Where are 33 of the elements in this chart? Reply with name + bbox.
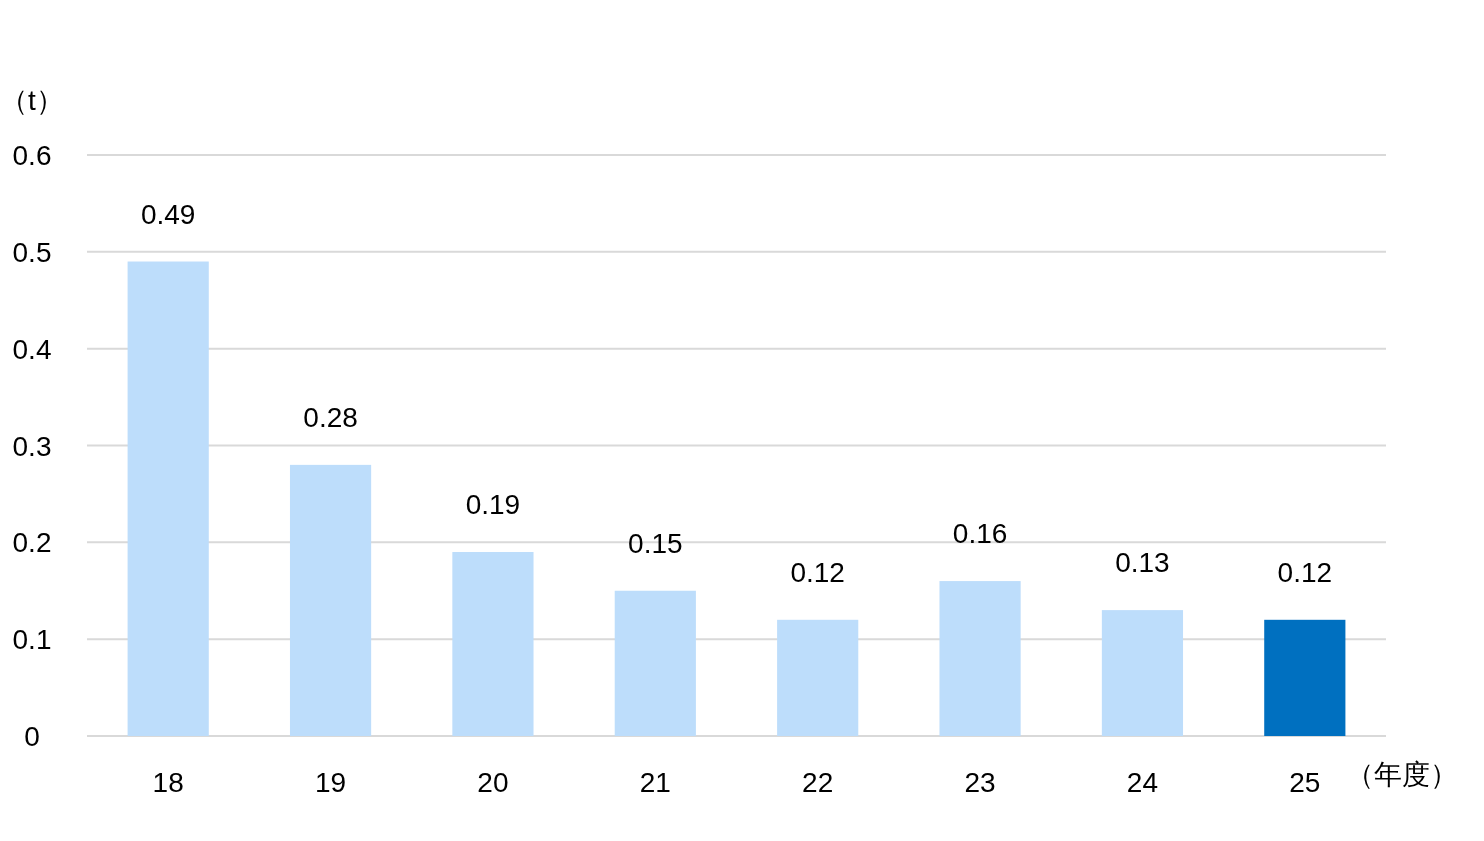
- x-axis-title: （年度）: [1346, 759, 1458, 790]
- x-tick-label: 25: [1289, 767, 1321, 798]
- data-label: 0.12: [790, 556, 845, 588]
- y-tick-label: 0.6: [12, 140, 52, 171]
- x-tick-label: 22: [802, 767, 834, 798]
- data-label: 0.15: [628, 527, 683, 559]
- bar: [1101, 610, 1184, 736]
- x-tick-label: 21: [639, 767, 671, 798]
- data-label: 0.12: [1277, 556, 1333, 588]
- x-tick-label: 23: [964, 767, 996, 798]
- x-tick-label: 19: [314, 767, 347, 798]
- bar: [939, 581, 1021, 736]
- bar: [452, 552, 534, 736]
- y-axis-title: （t）: [0, 85, 64, 116]
- data-label: 0.13: [1115, 547, 1170, 579]
- data-label: 0.28: [303, 401, 358, 433]
- y-tick-label: 0: [24, 721, 40, 752]
- y-tick-label: 0.3: [12, 430, 52, 462]
- x-tick-label: 18: [152, 767, 184, 798]
- y-tick-label: 0.4: [12, 333, 52, 365]
- y-tick-label: 0.5: [12, 236, 52, 268]
- bar: [127, 261, 209, 736]
- x-tick-label: 20: [477, 767, 509, 798]
- data-label: 0.16: [952, 518, 1008, 550]
- data-label: 0.49: [140, 198, 196, 230]
- x-tick-label: 24: [1126, 767, 1159, 798]
- bar: [289, 464, 372, 736]
- bar: [614, 590, 696, 736]
- y-tick-label: 0.1: [12, 624, 52, 656]
- y-tick-label: 0.2: [12, 527, 52, 559]
- data-label: 0.19: [465, 489, 521, 521]
- bar: [777, 619, 859, 736]
- bar: [1264, 619, 1346, 736]
